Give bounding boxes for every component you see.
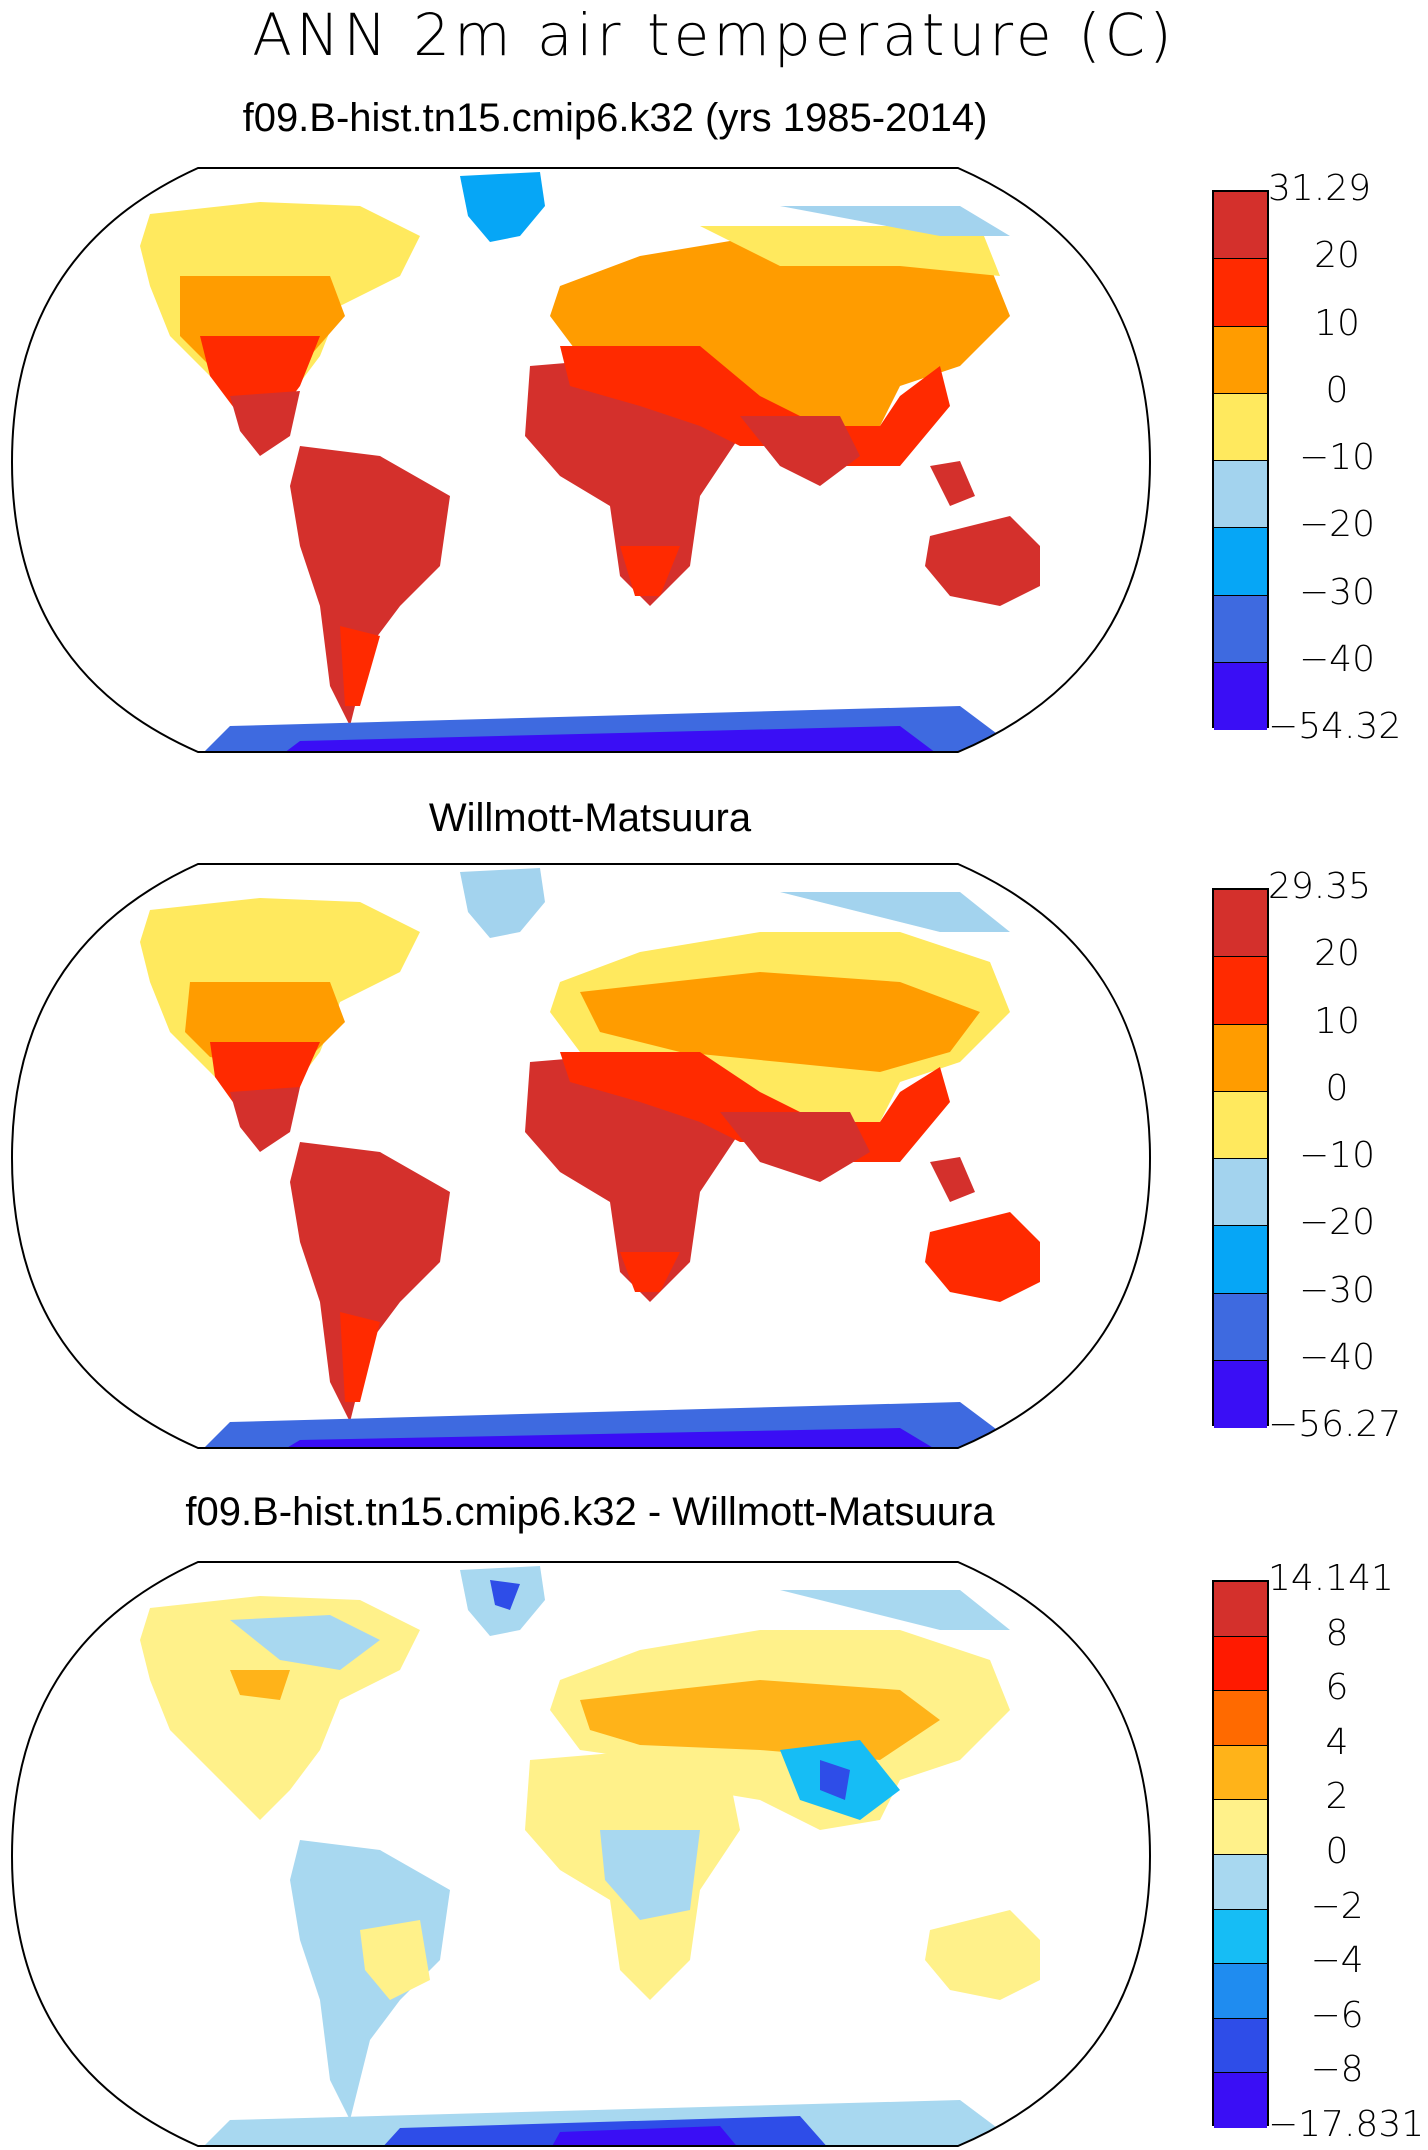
panel-2-colorbar-box bbox=[1214, 1091, 1267, 1159]
panel-2-colorbar-label: 20 bbox=[1314, 933, 1360, 975]
panel-2-colorbar-label: −10 bbox=[1299, 1135, 1375, 1176]
panel-1-colorbar-label: −54.32 bbox=[1268, 706, 1402, 747]
panel-3-colorbar-label: 0 bbox=[1325, 1831, 1349, 1872]
panel-3-colorbar-box bbox=[1214, 1964, 1267, 2019]
panel-1-colorbar-label: −40 bbox=[1299, 638, 1375, 680]
figure-title: ANN 2m air temperature (C) bbox=[252, 1, 1176, 69]
panel-1-colorbar-label: 10 bbox=[1314, 302, 1360, 344]
panel-3-colorbar-label: −17.831 bbox=[1268, 2104, 1425, 2145]
panel-3-colorbar-box bbox=[1214, 1745, 1267, 1801]
panel-2-colorbar-label: −30 bbox=[1299, 1269, 1375, 1311]
panel-1-colorbar-label: 20 bbox=[1314, 235, 1360, 277]
panel-1-colorbar-box bbox=[1214, 662, 1267, 730]
panel-2-colorbar-box bbox=[1214, 1159, 1267, 1227]
panel-3-colorbar-label: −2 bbox=[1310, 1885, 1364, 1927]
panel-1-title: f09.B-hist.tn15.cmip6.k32 (yrs 1985-2014… bbox=[242, 96, 988, 140]
panel-2-colorbar bbox=[1212, 888, 1269, 1428]
panel-2-title: Willmott-Matsuura bbox=[428, 796, 752, 840]
panel-2-colorbar-box bbox=[1214, 1226, 1267, 1294]
panel-3-colorbar-label: 6 bbox=[1325, 1667, 1349, 1709]
panel-1-map bbox=[10, 167, 1152, 753]
panel-1-colorbar-box bbox=[1214, 393, 1267, 461]
panel-3-colorbar-label: 4 bbox=[1325, 1721, 1349, 1763]
panel-2-colorbar-label: −40 bbox=[1299, 1336, 1375, 1378]
panel-2-colorbar-box bbox=[1214, 1360, 1267, 1428]
panel-3-colorbar-label: −4 bbox=[1310, 1940, 1364, 1982]
panel-3-colorbar-box bbox=[1214, 2073, 1267, 2128]
panel-1-colorbar-label: −10 bbox=[1299, 437, 1375, 478]
panel-3-land bbox=[140, 1566, 1040, 2146]
panel-1-colorbar-label: 0 bbox=[1325, 369, 1349, 411]
panel-2-colorbar-label: −20 bbox=[1299, 1202, 1375, 1244]
panel-3-title: f09.B-hist.tn15.cmip6.k32 - Willmott-Mat… bbox=[185, 1490, 995, 1534]
panel-1-land bbox=[140, 172, 1040, 752]
panel-3-colorbar-box bbox=[1214, 1691, 1267, 1746]
panel-1-colorbar-box bbox=[1214, 528, 1267, 596]
panel-3-colorbar-box bbox=[1214, 1854, 1267, 1910]
panel-3-colorbar-label: −8 bbox=[1310, 2049, 1364, 2091]
panel-3-colorbar-box bbox=[1214, 1582, 1267, 1637]
panel-2-land bbox=[140, 868, 1040, 1448]
panel-2-colorbar-label: 0 bbox=[1325, 1067, 1349, 1109]
panel-3-colorbar bbox=[1212, 1580, 1269, 2128]
panel-2-colorbar-box bbox=[1214, 1024, 1267, 1092]
panel-3-colorbar-box bbox=[1214, 1800, 1267, 1855]
panel-1-colorbar-label: 31.29 bbox=[1268, 168, 1372, 209]
panel-2-colorbar-box bbox=[1214, 890, 1267, 958]
panel-2-colorbar-box bbox=[1214, 957, 1267, 1025]
panel-1-colorbar-box bbox=[1214, 326, 1267, 394]
panel-1-colorbar-box bbox=[1214, 192, 1267, 260]
panel-3-colorbar-label: 8 bbox=[1325, 1612, 1349, 1654]
panel-3-colorbar-box bbox=[1214, 1636, 1267, 1692]
panel-2-colorbar-label: −56.27 bbox=[1268, 1404, 1402, 1445]
panel-2-map bbox=[10, 863, 1152, 1449]
panel-3-colorbar-label: 14.141 bbox=[1268, 1558, 1394, 1599]
panel-3-colorbar-box bbox=[1214, 2018, 1267, 2074]
panel-3-colorbar-label: −6 bbox=[1310, 1994, 1364, 2036]
panel-1-colorbar-label: −20 bbox=[1299, 504, 1375, 546]
panel-1-colorbar bbox=[1212, 190, 1269, 730]
panel-1-colorbar-box bbox=[1214, 461, 1267, 529]
panel-2-colorbar-label: 29.35 bbox=[1268, 866, 1372, 907]
panel-3-map bbox=[10, 1561, 1152, 2147]
panel-1-colorbar-label: −30 bbox=[1299, 571, 1375, 613]
panel-3-colorbar-label: 2 bbox=[1325, 1776, 1349, 1818]
panel-1-colorbar-box bbox=[1214, 595, 1267, 663]
panel-2-colorbar-label: 10 bbox=[1314, 1000, 1360, 1042]
panel-1-colorbar-box bbox=[1214, 259, 1267, 327]
panel-2-colorbar-box bbox=[1214, 1293, 1267, 1361]
panel-3-colorbar-box bbox=[1214, 1909, 1267, 1965]
